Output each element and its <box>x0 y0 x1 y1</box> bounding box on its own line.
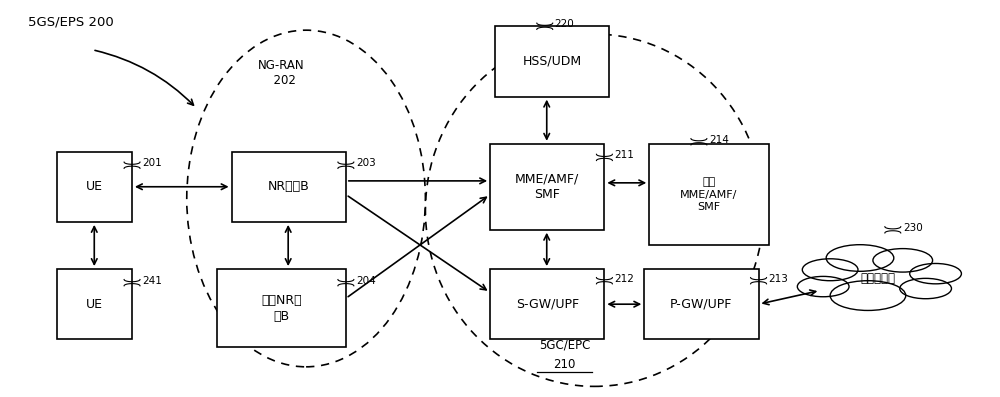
FancyBboxPatch shape <box>649 144 769 245</box>
Text: 5GS/EPS 200: 5GS/EPS 200 <box>28 16 113 29</box>
Text: 其它NR节
点B: 其它NR节 点B <box>261 294 302 323</box>
Text: HSS/UDM: HSS/UDM <box>523 55 582 68</box>
Text: P-GW/UPF: P-GW/UPF <box>670 298 733 311</box>
Text: 210: 210 <box>553 358 576 371</box>
Text: UE: UE <box>86 180 103 193</box>
Circle shape <box>910 264 961 284</box>
Text: 201: 201 <box>142 158 162 168</box>
Text: 214: 214 <box>709 135 729 145</box>
Text: NR节点B: NR节点B <box>268 180 310 193</box>
Text: UE: UE <box>86 298 103 311</box>
FancyBboxPatch shape <box>490 144 604 230</box>
FancyBboxPatch shape <box>490 269 604 339</box>
Text: NG-RAN
  202: NG-RAN 202 <box>258 59 305 87</box>
FancyBboxPatch shape <box>217 269 346 347</box>
FancyBboxPatch shape <box>232 152 346 222</box>
Circle shape <box>826 245 894 271</box>
FancyBboxPatch shape <box>57 269 132 339</box>
Text: 因特网服务: 因特网服务 <box>860 272 895 285</box>
Circle shape <box>802 259 858 281</box>
Circle shape <box>830 281 906 310</box>
Text: 230: 230 <box>903 223 923 233</box>
Text: 211: 211 <box>614 150 634 160</box>
Text: S-GW/UPF: S-GW/UPF <box>516 298 579 311</box>
Text: 220: 220 <box>555 19 574 29</box>
FancyBboxPatch shape <box>495 26 609 97</box>
Text: 212: 212 <box>614 274 634 284</box>
Text: MME/AMF/
SMF: MME/AMF/ SMF <box>515 172 579 201</box>
Text: 203: 203 <box>356 158 376 168</box>
Circle shape <box>873 249 933 272</box>
Circle shape <box>900 278 951 299</box>
Text: 213: 213 <box>769 274 788 284</box>
Circle shape <box>797 276 849 297</box>
Text: 5GC/EPC: 5GC/EPC <box>539 339 590 352</box>
Text: 其它
MME/AMF/
SMF: 其它 MME/AMF/ SMF <box>680 177 738 212</box>
Text: 204: 204 <box>356 276 376 286</box>
FancyBboxPatch shape <box>644 269 759 339</box>
Text: 241: 241 <box>142 276 162 286</box>
FancyBboxPatch shape <box>57 152 132 222</box>
